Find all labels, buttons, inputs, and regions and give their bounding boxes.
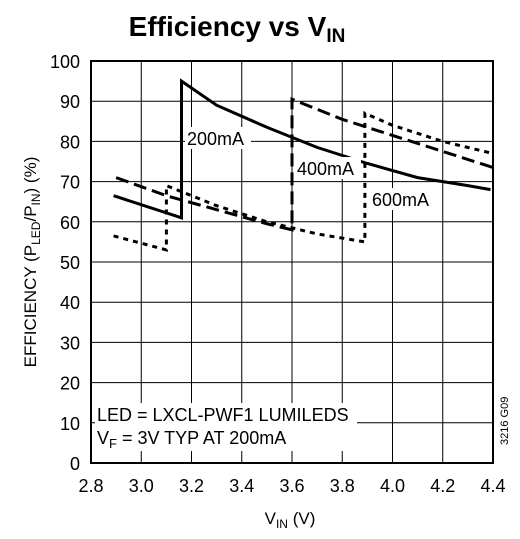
x-tick-label-4: 3.6	[279, 476, 304, 496]
y-axis-label-sub-2: IN	[29, 193, 43, 205]
label-200ma: 200mA	[187, 129, 244, 149]
x-axis-label-main: V	[265, 509, 277, 528]
x-tick-label-2: 3.2	[179, 476, 204, 496]
y-tick-label-9: 90	[60, 92, 80, 112]
x-tick-label-8: 4.4	[480, 476, 505, 496]
chart-title-subscript: IN	[326, 26, 345, 47]
y-tick-label-7: 70	[60, 173, 80, 193]
series-lines	[113, 78, 494, 252]
label-400ma: 400mA	[297, 159, 354, 179]
series-line-400ma	[115, 96, 494, 232]
x-tick-labels: 2.8 3.0 3.2 3.4 3.6 3.8 4.0 4.2 4.4	[78, 476, 505, 496]
y-tick-label-8: 80	[60, 132, 80, 152]
x-tick-label-7: 4.2	[430, 476, 455, 496]
note-led-model-text: LED = LXCL-PWF1 LUMILEDS	[97, 405, 349, 425]
x-axis-label: VIN (V)	[265, 509, 316, 531]
y-axis-label-part-3: ) (%)	[21, 157, 40, 194]
y-tick-label-5: 50	[60, 253, 80, 273]
y-axis-label-part-2: /P	[21, 205, 40, 221]
series-line-600ma	[113, 111, 494, 252]
figure-id: 3216 G09	[499, 397, 511, 445]
chart-title: Efficiency vs VIN	[129, 11, 346, 47]
x-tick-label-1: 3.0	[129, 476, 154, 496]
y-tick-label-1: 10	[60, 414, 80, 434]
x-tick-label-3: 3.4	[229, 476, 254, 496]
y-tick-labels: 0 10 20 30 40 50 60 70 80 90 100	[50, 52, 80, 474]
chart-title-main: Efficiency vs V	[129, 11, 327, 42]
y-axis-label-sub-1: LED	[29, 221, 43, 245]
x-tick-label-0: 2.8	[78, 476, 103, 496]
y-tick-label-0: 0	[70, 454, 80, 474]
x-tick-label-6: 4.0	[380, 476, 405, 496]
y-axis-label: EFFICIENCY (PLED/PIN) (%)	[21, 157, 43, 368]
y-tick-label-3: 30	[60, 333, 80, 353]
y-axis-label-part-1: EFFICIENCY (P	[21, 245, 40, 367]
x-axis-label-unit: (V)	[288, 509, 315, 528]
y-tick-label-6: 60	[60, 213, 80, 233]
note-forward-voltage: VF = 3V TYP AT 200mA	[97, 428, 286, 451]
x-tick-label-5: 3.8	[330, 476, 355, 496]
note-forward-voltage-rest: = 3V TYP AT 200mA	[117, 428, 286, 448]
note-led-model: LED = LXCL-PWF1 LUMILEDS	[97, 405, 349, 425]
label-400ma-background	[295, 157, 361, 179]
y-tick-label-10: 100	[50, 52, 80, 72]
note-forward-voltage-subscript: F	[109, 436, 117, 451]
label-600ma-background	[370, 188, 436, 210]
note-box-background	[95, 403, 357, 451]
y-tick-label-4: 40	[60, 293, 80, 313]
plot-frame	[90, 60, 494, 464]
label-200ma-background	[185, 127, 251, 149]
y-tick-label-2: 20	[60, 374, 80, 394]
label-600ma: 600mA	[372, 190, 429, 210]
note-forward-voltage-main: V	[97, 428, 109, 448]
x-axis-label-subscript: IN	[276, 517, 288, 531]
